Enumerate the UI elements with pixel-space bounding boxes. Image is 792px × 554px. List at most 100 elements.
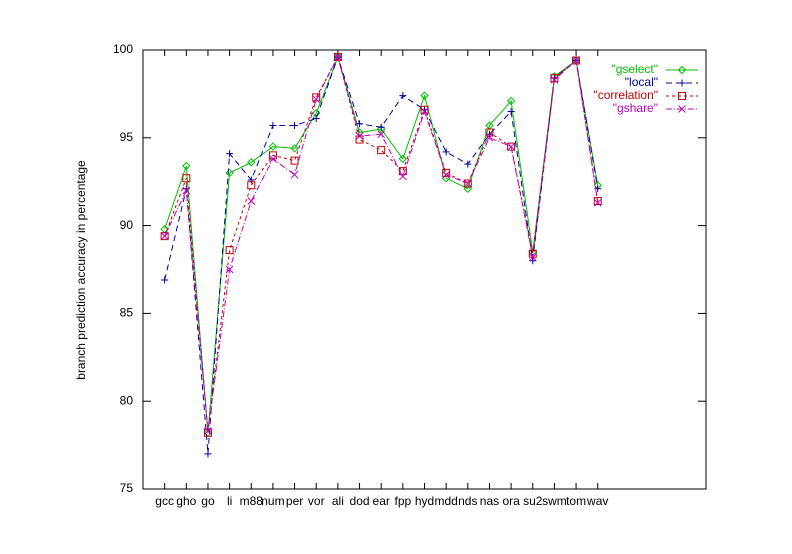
marker <box>182 174 191 183</box>
marker <box>572 56 581 65</box>
x-tick-label: wav <box>586 494 608 508</box>
marker <box>464 160 472 168</box>
marker <box>225 246 234 255</box>
marker <box>312 93 321 102</box>
marker <box>420 105 429 114</box>
marker <box>334 53 342 61</box>
marker <box>550 75 559 84</box>
marker <box>398 167 407 176</box>
marker <box>182 186 191 195</box>
x-tick-label: dod <box>350 494 370 508</box>
x-tick-label: mdd <box>434 494 457 508</box>
marker <box>420 91 429 100</box>
marker <box>463 184 473 193</box>
marker <box>677 65 687 75</box>
marker <box>291 122 299 130</box>
marker <box>485 128 494 137</box>
marker <box>356 120 364 128</box>
marker <box>290 144 299 153</box>
marker <box>269 155 277 163</box>
legend-label: "correlation" <box>593 88 658 102</box>
marker <box>377 123 385 131</box>
x-tick-label: ora <box>502 494 520 508</box>
y-tick-label: 90 <box>120 218 134 232</box>
x-tick-label: tom <box>566 494 586 508</box>
y-tick-label: 95 <box>120 130 134 144</box>
marker <box>290 156 299 165</box>
legend-label: "gselect" <box>611 62 658 76</box>
x-tick-label: ear <box>373 494 390 508</box>
marker <box>506 96 516 106</box>
marker <box>247 197 256 205</box>
y-tick-label: 85 <box>120 306 134 320</box>
marker <box>333 53 342 62</box>
marker <box>226 150 234 158</box>
marker <box>247 181 256 190</box>
marker <box>463 179 472 188</box>
marker <box>376 124 386 134</box>
series-line <box>164 55 599 432</box>
y-tick-label: 100 <box>113 42 133 56</box>
marker <box>485 133 494 142</box>
x-tick-label: nds <box>458 494 477 508</box>
marker <box>247 158 256 167</box>
marker <box>593 198 602 207</box>
marker <box>269 122 277 130</box>
marker <box>398 154 408 164</box>
x-tick-label: fpp <box>395 494 412 508</box>
marker <box>161 276 169 284</box>
y-axis-label: branch prediction accuracy in percentage <box>74 160 88 380</box>
marker <box>398 172 407 181</box>
marker <box>160 232 169 240</box>
legend-label: "local" <box>625 75 658 89</box>
x-tick-label: num <box>261 494 284 508</box>
marker <box>420 107 429 116</box>
marker <box>550 74 559 83</box>
marker <box>678 79 686 87</box>
marker <box>268 142 278 151</box>
marker <box>399 92 407 100</box>
marker <box>507 107 515 115</box>
marker <box>529 257 537 265</box>
marker <box>355 132 364 140</box>
marker <box>528 253 537 262</box>
marker <box>463 179 472 188</box>
x-tick-label: per <box>286 494 303 508</box>
marker <box>593 197 602 206</box>
marker <box>572 56 580 65</box>
marker <box>312 114 320 122</box>
marker <box>678 92 686 100</box>
marker <box>442 148 450 156</box>
marker <box>247 176 255 184</box>
marker <box>377 146 386 155</box>
y-tick-label: 75 <box>120 481 134 495</box>
x-tick-label: gcc <box>155 494 174 508</box>
marker <box>528 249 537 258</box>
x-tick-label: vor <box>308 494 325 508</box>
marker <box>507 142 515 151</box>
marker <box>312 95 321 104</box>
x-tick-label: li <box>227 494 232 508</box>
marker <box>355 135 364 144</box>
x-tick-label: gho <box>176 494 196 508</box>
marker <box>290 170 299 179</box>
x-tick-label: hyd <box>415 494 434 508</box>
marker <box>182 161 191 171</box>
marker <box>377 130 386 139</box>
marker <box>678 105 686 113</box>
y-tick-label: 80 <box>120 393 134 407</box>
marker <box>268 151 277 160</box>
legend-label: "gshare" <box>613 101 658 115</box>
x-tick-label: ali <box>332 494 344 508</box>
x-tick-label: swm <box>542 494 567 508</box>
marker <box>225 168 234 178</box>
marker <box>204 450 212 458</box>
series-line <box>164 55 599 433</box>
marker <box>442 170 451 179</box>
marker <box>225 265 234 274</box>
x-tick-label: nas <box>480 494 499 508</box>
x-tick-label: su2 <box>523 494 543 508</box>
x-tick-label: go <box>201 494 215 508</box>
marker <box>204 427 212 435</box>
